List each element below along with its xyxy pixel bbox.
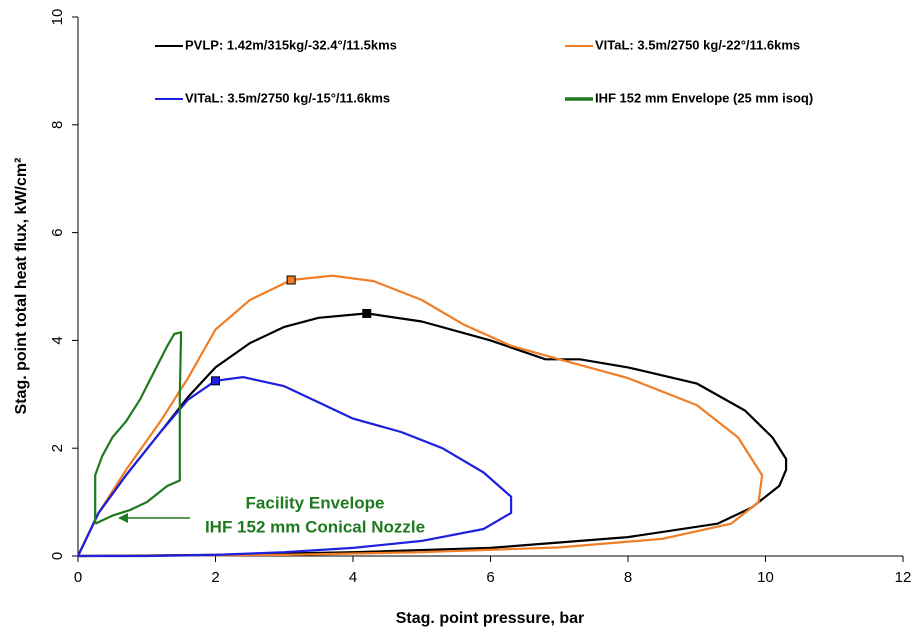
legend-text: VITaL: 3.5m/2750 kg/-22°/11.6kms <box>595 37 800 52</box>
legend-text: PVLP: 1.42m/315kg/-32.4°/11.5kms <box>185 37 397 52</box>
y-tick-label: 4 <box>49 336 66 344</box>
annotation: IHF 152 mm Conical Nozzle <box>205 517 425 536</box>
x-tick-label: 0 <box>74 569 82 586</box>
series-line <box>77 274 764 558</box>
peak-marker <box>286 275 296 285</box>
peak-marker <box>211 376 220 386</box>
series-line <box>77 376 513 558</box>
peak-marker <box>362 308 372 318</box>
x-tick-label: 4 <box>349 569 357 586</box>
y-tick-label: 6 <box>49 228 66 236</box>
x-tick-label: 12 <box>895 569 912 586</box>
x-tick-label: 6 <box>486 569 494 586</box>
series-line <box>77 312 788 558</box>
x-tick-label: 8 <box>624 569 632 586</box>
arrow-head <box>118 513 128 523</box>
series-line <box>94 331 183 525</box>
y-tick-label: 8 <box>49 121 66 129</box>
x-tick-label: 2 <box>211 569 219 586</box>
legend-text: IHF 152 mm Envelope (25 mm isoq) <box>595 90 813 105</box>
y-tick-label: 10 <box>49 9 66 26</box>
x-tick-label: 10 <box>757 569 774 586</box>
y-axis-title: Stag. point total heat flux, kW/cm² <box>13 158 30 415</box>
legend-text: VITaL: 3.5m/2750 kg/-15°/11.6kms <box>185 90 390 105</box>
annotation: Facility Envelope <box>246 493 385 512</box>
y-tick-label: 0 <box>49 552 66 560</box>
y-tick-label: 2 <box>49 444 66 452</box>
x-axis-title: Stag. point pressure, bar <box>396 610 584 627</box>
